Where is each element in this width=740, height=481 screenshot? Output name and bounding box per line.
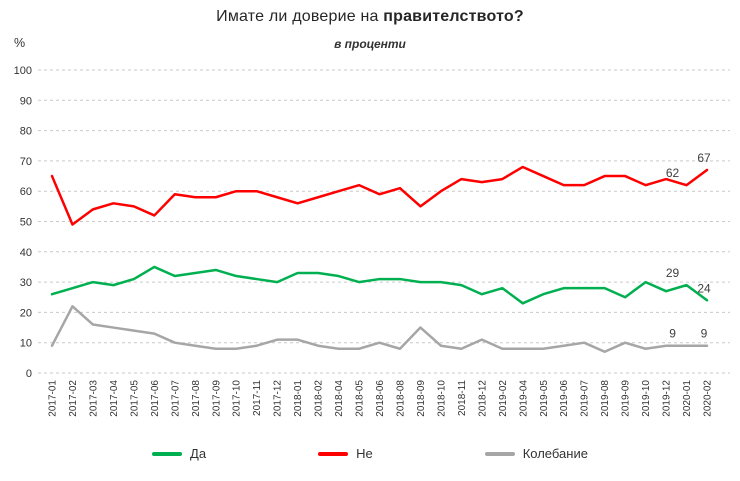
chart-title-bold: правителството? xyxy=(383,8,524,25)
x-tick-label: 2019-09 xyxy=(621,380,632,417)
y-tick-label: 10 xyxy=(20,338,32,350)
x-tick-label: 2018-10 xyxy=(436,380,447,417)
data-label: 62 xyxy=(666,166,680,180)
legend-swatch-kolebanie xyxy=(484,451,515,456)
x-tick-label: 2017-04 xyxy=(109,380,120,417)
y-tick-label: 20 xyxy=(20,307,32,319)
x-tick-label: 2018-12 xyxy=(477,380,488,417)
y-tick-label: 60 xyxy=(20,186,32,198)
data-label: 67 xyxy=(697,151,711,165)
x-tick-label: 2019-10 xyxy=(641,380,652,417)
y-tick-label: 40 xyxy=(20,247,32,259)
x-tick-label: 2018-04 xyxy=(334,380,345,417)
x-tick-label: 2019-12 xyxy=(662,380,673,417)
data-label: 9 xyxy=(701,327,708,341)
line-series-1 xyxy=(50,165,709,226)
y-tick-label: 30 xyxy=(20,277,32,289)
legend-label-da: Да xyxy=(190,446,207,461)
x-tick-label: 2017-08 xyxy=(191,380,202,417)
x-tick-label: 2017-12 xyxy=(273,380,284,417)
y-axis-unit-label: % xyxy=(14,36,25,50)
legend-label-kolebanie: Колебание xyxy=(522,446,588,461)
line-series-0 xyxy=(50,265,709,305)
legend-item-kolebanie: Колебание xyxy=(484,446,588,461)
y-tick-label: 50 xyxy=(20,217,32,229)
y-tick-label: 90 xyxy=(20,95,32,107)
x-tick-label: 2017-07 xyxy=(170,380,181,417)
legend: Да Не Колебание xyxy=(0,446,740,461)
legend-swatch-da xyxy=(152,451,183,456)
x-tick-label: 2019-02 xyxy=(498,380,509,417)
line-series-2 xyxy=(50,305,709,354)
x-tick-label: 2019-07 xyxy=(580,380,591,417)
x-tick-label: 2019-05 xyxy=(539,380,550,417)
x-tick-label: 2017-05 xyxy=(129,380,140,417)
data-label: 24 xyxy=(697,281,711,295)
data-label: 29 xyxy=(666,266,680,280)
legend-label-ne: Не xyxy=(356,446,373,461)
x-tick-label: 2018-02 xyxy=(314,380,325,417)
y-tick-label: 80 xyxy=(20,126,32,138)
legend-swatch-ne xyxy=(318,451,349,456)
chart-title: Имате ли доверие на правителството? xyxy=(0,8,740,26)
x-tick-label: 2017-09 xyxy=(211,380,222,417)
x-tick-label: 2020-01 xyxy=(682,380,693,417)
x-tick-label: 2018-06 xyxy=(375,380,386,417)
legend-item-ne: Не xyxy=(318,446,373,461)
x-tick-label: 2017-11 xyxy=(252,380,263,416)
x-tick-label: 2017-03 xyxy=(88,380,99,417)
x-tick-label: 2018-09 xyxy=(416,380,427,417)
y-tick-label: 70 xyxy=(20,156,32,168)
x-tick-label: 2017-01 xyxy=(48,380,59,417)
x-tick-label: 2018-11 xyxy=(457,380,468,416)
x-tick-label: 2018-05 xyxy=(355,380,366,417)
x-tick-label: 2017-10 xyxy=(232,380,243,417)
x-tick-label: 2018-08 xyxy=(395,380,406,417)
y-tick-label: 100 xyxy=(14,65,32,77)
legend-item-da: Да xyxy=(152,446,206,461)
chart-subtitle: в проценти xyxy=(334,37,406,51)
x-tick-label: 2020-02 xyxy=(703,380,714,417)
x-tick-label: 2019-08 xyxy=(600,380,611,417)
x-tick-label: 2018-01 xyxy=(293,380,304,417)
data-label: 9 xyxy=(669,327,676,341)
x-tick-label: 2017-06 xyxy=(150,380,161,417)
x-tick-label: 2019-04 xyxy=(518,380,529,417)
x-tick-label: 2019-06 xyxy=(559,380,570,417)
chart-title-prefix: Имате ли доверие на xyxy=(216,8,384,25)
x-tick-label: 2017-02 xyxy=(68,380,79,417)
y-tick-label: 0 xyxy=(26,368,32,380)
